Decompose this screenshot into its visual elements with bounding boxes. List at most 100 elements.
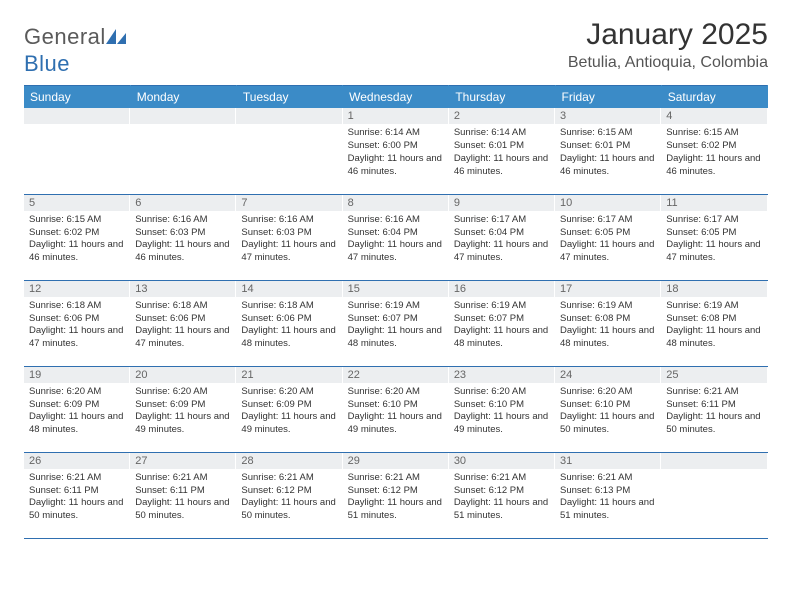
day-number: 21 [236,367,342,383]
week-row: 26Sunrise: 6:21 AMSunset: 6:11 PMDayligh… [24,452,768,538]
day-cell: 6Sunrise: 6:16 AMSunset: 6:03 PMDaylight… [130,194,236,280]
day-cell: 28Sunrise: 6:21 AMSunset: 6:12 PMDayligh… [236,452,342,538]
day-cell: 20Sunrise: 6:20 AMSunset: 6:09 PMDayligh… [130,366,236,452]
day-number: 14 [236,281,342,297]
brand-text: GeneralBlue [24,24,128,77]
day-cell: 10Sunrise: 6:17 AMSunset: 6:05 PMDayligh… [555,194,661,280]
calendar-body: 1Sunrise: 6:14 AMSunset: 6:00 PMDaylight… [24,108,768,538]
title-block: January 2025 Betulia, Antioquia, Colombi… [568,18,768,72]
day-number: 18 [661,281,767,297]
week-row: 12Sunrise: 6:18 AMSunset: 6:06 PMDayligh… [24,280,768,366]
day-cell: 16Sunrise: 6:19 AMSunset: 6:07 PMDayligh… [449,280,555,366]
day-number: 31 [555,453,661,469]
day-header: Tuesday [236,86,342,109]
day-cell: 4Sunrise: 6:15 AMSunset: 6:02 PMDaylight… [661,108,767,194]
brand-logo: GeneralBlue [24,18,128,77]
day-details: Sunrise: 6:21 AMSunset: 6:13 PMDaylight:… [555,469,661,527]
day-number: 16 [449,281,555,297]
day-details: Sunrise: 6:20 AMSunset: 6:10 PMDaylight:… [555,383,661,441]
sail-icon [106,25,128,51]
day-number: 4 [661,108,767,124]
day-details: Sunrise: 6:19 AMSunset: 6:07 PMDaylight:… [449,297,555,355]
day-cell: 5Sunrise: 6:15 AMSunset: 6:02 PMDaylight… [24,194,130,280]
day-details: Sunrise: 6:17 AMSunset: 6:04 PMDaylight:… [449,211,555,269]
day-cell: 31Sunrise: 6:21 AMSunset: 6:13 PMDayligh… [555,452,661,538]
day-number [236,108,342,124]
day-details: Sunrise: 6:14 AMSunset: 6:00 PMDaylight:… [343,124,449,182]
day-details: Sunrise: 6:20 AMSunset: 6:09 PMDaylight:… [236,383,342,441]
day-details: Sunrise: 6:21 AMSunset: 6:11 PMDaylight:… [130,469,236,527]
day-details: Sunrise: 6:21 AMSunset: 6:12 PMDaylight:… [449,469,555,527]
day-number: 25 [661,367,767,383]
day-number: 19 [24,367,130,383]
day-number: 15 [343,281,449,297]
day-cell: 8Sunrise: 6:16 AMSunset: 6:04 PMDaylight… [343,194,449,280]
day-number: 30 [449,453,555,469]
day-details: Sunrise: 6:18 AMSunset: 6:06 PMDaylight:… [24,297,130,355]
day-cell: 24Sunrise: 6:20 AMSunset: 6:10 PMDayligh… [555,366,661,452]
day-details: Sunrise: 6:15 AMSunset: 6:01 PMDaylight:… [555,124,661,182]
day-cell: 29Sunrise: 6:21 AMSunset: 6:12 PMDayligh… [343,452,449,538]
day-number: 26 [24,453,130,469]
week-row: 1Sunrise: 6:14 AMSunset: 6:00 PMDaylight… [24,108,768,194]
day-cell: 9Sunrise: 6:17 AMSunset: 6:04 PMDaylight… [449,194,555,280]
day-details: Sunrise: 6:21 AMSunset: 6:12 PMDaylight:… [236,469,342,527]
day-details: Sunrise: 6:19 AMSunset: 6:07 PMDaylight:… [343,297,449,355]
day-details: Sunrise: 6:14 AMSunset: 6:01 PMDaylight:… [449,124,555,182]
day-details: Sunrise: 6:18 AMSunset: 6:06 PMDaylight:… [130,297,236,355]
day-header: Wednesday [343,86,449,109]
day-details: Sunrise: 6:19 AMSunset: 6:08 PMDaylight:… [661,297,767,355]
day-header: Monday [130,86,236,109]
day-number: 13 [130,281,236,297]
day-details: Sunrise: 6:15 AMSunset: 6:02 PMDaylight:… [661,124,767,182]
day-details: Sunrise: 6:20 AMSunset: 6:10 PMDaylight:… [343,383,449,441]
week-row: 5Sunrise: 6:15 AMSunset: 6:02 PMDaylight… [24,194,768,280]
day-number: 17 [555,281,661,297]
day-details: Sunrise: 6:16 AMSunset: 6:04 PMDaylight:… [343,211,449,269]
day-cell [24,108,130,194]
day-header-row: Sunday Monday Tuesday Wednesday Thursday… [24,86,768,109]
day-cell: 13Sunrise: 6:18 AMSunset: 6:06 PMDayligh… [130,280,236,366]
day-number: 28 [236,453,342,469]
day-cell: 7Sunrise: 6:16 AMSunset: 6:03 PMDaylight… [236,194,342,280]
day-cell: 15Sunrise: 6:19 AMSunset: 6:07 PMDayligh… [343,280,449,366]
day-number [661,453,767,469]
day-cell: 14Sunrise: 6:18 AMSunset: 6:06 PMDayligh… [236,280,342,366]
day-number: 9 [449,195,555,211]
day-number: 27 [130,453,236,469]
day-cell: 21Sunrise: 6:20 AMSunset: 6:09 PMDayligh… [236,366,342,452]
day-number: 3 [555,108,661,124]
day-number: 22 [343,367,449,383]
day-header: Saturday [661,86,767,109]
day-header: Friday [555,86,661,109]
week-row: 19 Sunrise: 6:20 AMSunset: 6:09 PMDayligh… [24,366,768,452]
day-cell: 17Sunrise: 6:19 AMSunset: 6:08 PMDayligh… [555,280,661,366]
day-cell: 3Sunrise: 6:15 AMSunset: 6:01 PMDaylight… [555,108,661,194]
day-cell: 22Sunrise: 6:20 AMSunset: 6:10 PMDayligh… [343,366,449,452]
day-cell: 25Sunrise: 6:21 AMSunset: 6:11 PMDayligh… [661,366,767,452]
day-cell: 2Sunrise: 6:14 AMSunset: 6:01 PMDaylight… [449,108,555,194]
day-details: Sunrise: 6:20 AMSunset: 6:10 PMDaylight:… [449,383,555,441]
day-cell: 30Sunrise: 6:21 AMSunset: 6:12 PMDayligh… [449,452,555,538]
day-number: 7 [236,195,342,211]
day-number: 10 [555,195,661,211]
day-details: Sunrise: 6:21 AMSunset: 6:11 PMDaylight:… [661,383,767,441]
day-cell: 11Sunrise: 6:17 AMSunset: 6:05 PMDayligh… [661,194,767,280]
day-details: Sunrise: 6:21 AMSunset: 6:11 PMDaylight:… [24,469,130,527]
day-number [24,108,130,124]
day-details: Sunrise: 6:18 AMSunset: 6:06 PMDaylight:… [236,297,342,355]
calendar-page: GeneralBlue January 2025 Betulia, Antioq… [0,0,792,557]
day-cell: 19Sunrise: 6:20 AMSunset: 6:09 PMDayligh… [24,366,130,452]
day-number: 23 [449,367,555,383]
day-cell [130,108,236,194]
day-details: Sunrise: 6:19 AMSunset: 6:08 PMDaylight:… [555,297,661,355]
day-cell: 12Sunrise: 6:18 AMSunset: 6:06 PMDayligh… [24,280,130,366]
day-header: Sunday [24,86,130,109]
day-details: Sunrise: 6:21 AMSunset: 6:12 PMDaylight:… [343,469,449,527]
day-cell: 18Sunrise: 6:19 AMSunset: 6:08 PMDayligh… [661,280,767,366]
day-number: 6 [130,195,236,211]
day-cell: 27Sunrise: 6:21 AMSunset: 6:11 PMDayligh… [130,452,236,538]
day-details: Sunrise: 6:15 AMSunset: 6:02 PMDaylight:… [24,211,130,269]
day-cell: 23Sunrise: 6:20 AMSunset: 6:10 PMDayligh… [449,366,555,452]
day-cell [661,452,767,538]
